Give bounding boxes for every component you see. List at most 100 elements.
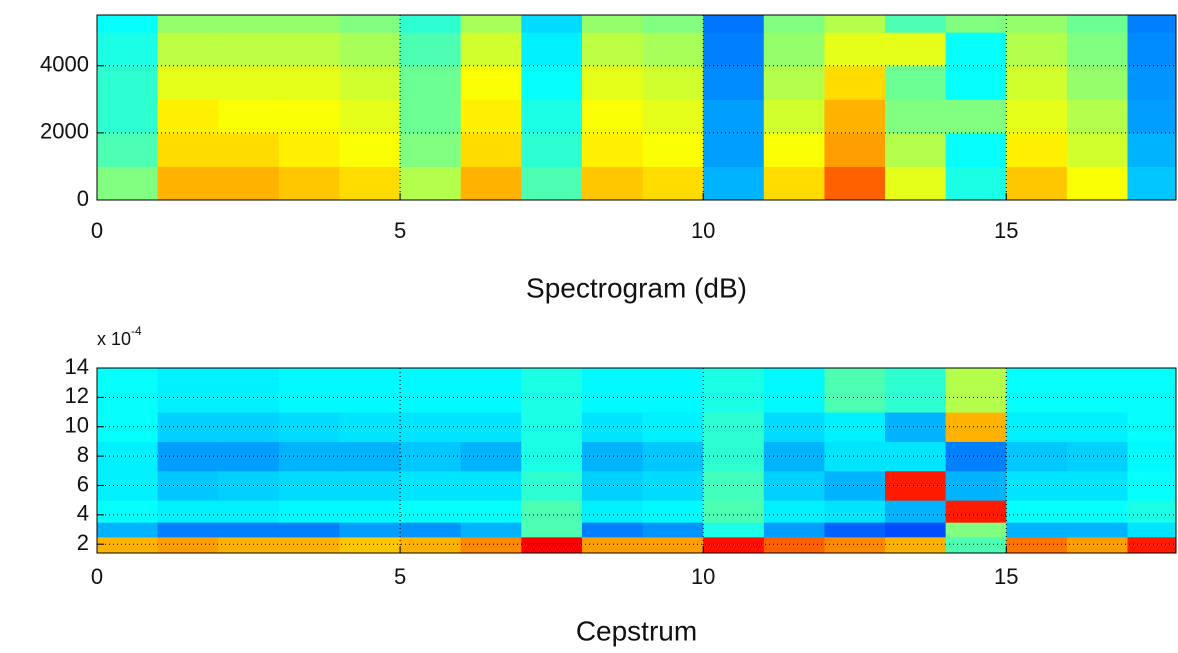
- heatmap-cell: [339, 412, 400, 442]
- heatmap-cell: [158, 15, 219, 33]
- heatmap-cell: [824, 133, 885, 167]
- heatmap-cell: [824, 166, 885, 200]
- heatmap-cell: [1128, 537, 1177, 554]
- heatmap-cell: [218, 32, 279, 66]
- heatmap-cell: [1128, 500, 1177, 523]
- heatmap-cell: [339, 500, 400, 523]
- heatmap-cell: [97, 66, 158, 100]
- heatmap-cell: [885, 500, 946, 523]
- heatmap-cell: [521, 537, 582, 554]
- y-tick-label: 14: [65, 354, 89, 379]
- heatmap-cell: [946, 537, 1007, 554]
- x-tick-label: 10: [691, 218, 715, 243]
- heatmap-cell: [461, 522, 522, 537]
- heatmap-cell: [1006, 500, 1067, 523]
- heatmap-cell: [218, 537, 279, 554]
- heatmap-cell: [885, 133, 946, 167]
- x-axis-label: Cepstrum: [576, 615, 697, 646]
- heatmap-cell: [97, 32, 158, 66]
- heatmap-cell: [461, 15, 522, 33]
- heatmap-cell: [703, 15, 764, 33]
- heatmap-cell: [946, 15, 1007, 33]
- heatmap-cell: [1006, 99, 1067, 133]
- heatmap-cell: [824, 368, 885, 413]
- heatmap-cell: [1006, 32, 1067, 66]
- heatmap-cell: [1006, 15, 1067, 33]
- heatmap-cell: [643, 537, 704, 554]
- heatmap-cell: [400, 15, 461, 33]
- heatmap-cell: [218, 99, 279, 133]
- heatmap-cell: [1006, 522, 1067, 537]
- heatmap-cell: [764, 471, 825, 501]
- heatmap-cell: [582, 500, 643, 523]
- figure: 051015020004000Spectrogram (dB)051015246…: [0, 0, 1178, 653]
- heatmap-cell: [1006, 368, 1067, 413]
- heatmap-cell: [461, 166, 522, 200]
- y-tick-label: 8: [77, 442, 89, 467]
- heatmap-cell: [400, 99, 461, 133]
- heatmap-cell: [643, 133, 704, 167]
- heatmap-cell: [158, 537, 219, 554]
- heatmap-cell: [521, 500, 582, 523]
- heatmap-cell: [885, 441, 946, 471]
- heatmap-cell: [764, 66, 825, 100]
- heatmap-cell: [97, 500, 158, 523]
- heatmap-cell: [764, 133, 825, 167]
- heatmap-cell: [1006, 441, 1067, 471]
- heatmap-cell: [158, 166, 219, 200]
- heatmap-cell: [946, 166, 1007, 200]
- heatmap-cell: [279, 368, 340, 413]
- heatmap-cell: [764, 412, 825, 442]
- heatmap-cell: [400, 368, 461, 413]
- heatmap-cell: [1006, 133, 1067, 167]
- heatmap-cell: [400, 500, 461, 523]
- heatmap-cell: [885, 66, 946, 100]
- heatmap-cell: [764, 368, 825, 413]
- heatmap-cell: [97, 166, 158, 200]
- heatmap-cell: [703, 522, 764, 537]
- heatmap-cell: [521, 133, 582, 167]
- heatmap-cell: [1067, 32, 1128, 66]
- heatmap-cell: [1128, 166, 1177, 200]
- heatmap-cell: [218, 471, 279, 501]
- x-tick-label: 15: [994, 218, 1018, 243]
- heatmap-cell: [824, 66, 885, 100]
- x-axis-label: Spectrogram (dB): [526, 272, 747, 303]
- heatmap-cell: [461, 368, 522, 413]
- heatmap-cell: [158, 99, 219, 133]
- heatmap-cell: [824, 99, 885, 133]
- y-tick-label: 10: [65, 413, 89, 438]
- heatmap-cell: [1128, 15, 1177, 33]
- heatmap-cell: [279, 166, 340, 200]
- heatmap-cell: [218, 15, 279, 33]
- y-tick-label: 12: [65, 383, 89, 408]
- heatmap-cell: [643, 166, 704, 200]
- heatmap-cell: [703, 166, 764, 200]
- heatmap-cell: [158, 500, 219, 523]
- heatmap-cell: [643, 99, 704, 133]
- heatmap-cell: [461, 537, 522, 554]
- heatmap-cell: [461, 500, 522, 523]
- heatmap-cell: [1128, 368, 1177, 413]
- heatmap-cell: [582, 15, 643, 33]
- heatmap-cell: [582, 133, 643, 167]
- heatmap-cell: [97, 471, 158, 501]
- heatmap-cell: [1067, 133, 1128, 167]
- heatmap-cell: [1067, 166, 1128, 200]
- heatmap-cell: [946, 133, 1007, 167]
- heatmap-cell: [339, 368, 400, 413]
- heatmap-cell: [158, 133, 219, 167]
- heatmap-cell: [339, 15, 400, 33]
- y-tick-label: 0: [77, 186, 89, 211]
- heatmap-cell: [824, 32, 885, 66]
- heatmap-cell: [764, 441, 825, 471]
- y-tick-label: 4000: [40, 52, 89, 77]
- heatmap-cell: [1128, 32, 1177, 66]
- heatmap-cell: [703, 66, 764, 100]
- heatmap-cell: [703, 500, 764, 523]
- heatmap-cell: [97, 15, 158, 33]
- heatmap-cell: [703, 368, 764, 413]
- heatmap-cell: [97, 441, 158, 471]
- heatmap-cell: [279, 32, 340, 66]
- heatmap-cell: [521, 32, 582, 66]
